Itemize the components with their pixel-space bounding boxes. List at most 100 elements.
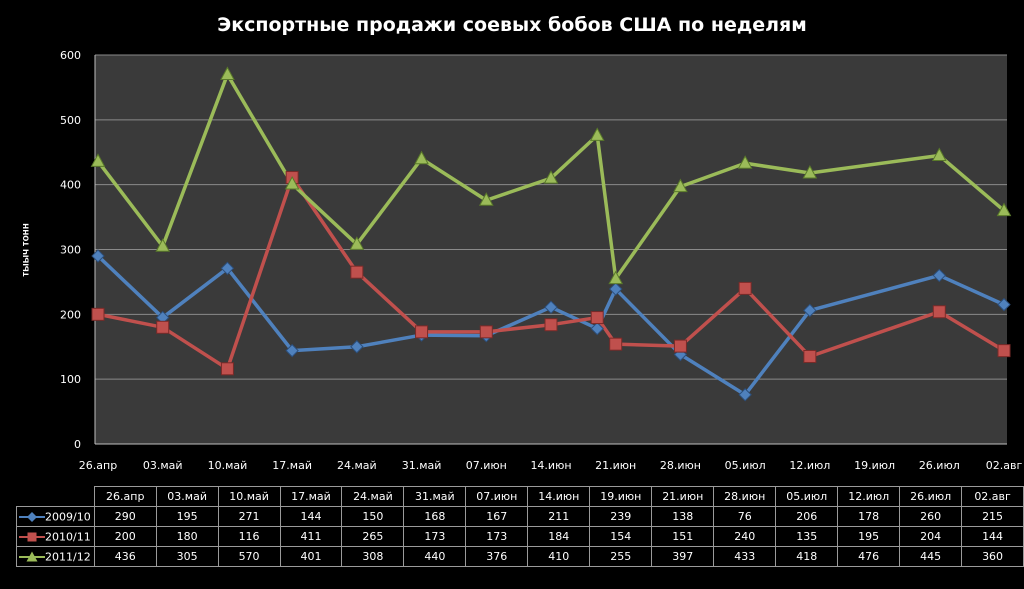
table-value-cell: 255 [589, 546, 653, 567]
table-value-cell: 195 [837, 526, 901, 547]
data-point [590, 321, 604, 336]
data-point [91, 307, 105, 321]
table-value-cell: 144 [279, 506, 343, 527]
data-point [738, 281, 752, 295]
table-value-cell: 138 [651, 506, 715, 527]
table-header-row: 26.апр 03.май 10.май 17.май 24.май 31.май 07.и… [16, 486, 1024, 507]
table-value-cell: 308 [341, 546, 405, 567]
legend-marker [26, 551, 38, 561]
data-point [590, 311, 604, 325]
table-value-cell: 135 [775, 526, 839, 547]
x-tick-label: 02.авг [986, 459, 1023, 472]
table-value-cell: 445 [899, 546, 963, 567]
x-tick-label: 21.июн [595, 459, 636, 472]
legend-key-square-icon [19, 532, 45, 541]
data-point [285, 343, 299, 358]
series-name: 2010/11 [45, 530, 91, 543]
x-tick-label: 17.май [272, 459, 312, 472]
table-row: 2011/12 436 305 570 401 308 440 376 410 255 397 433… [16, 546, 1024, 567]
x-tick-label: 10.май [208, 459, 248, 472]
x-tick-label: 14.июн [530, 459, 571, 472]
table-value-cell: 376 [465, 546, 529, 567]
data-point [415, 325, 429, 339]
table-value-cell: 570 [217, 546, 281, 567]
table-header-cell: 26.июл [899, 486, 963, 507]
data-point [609, 282, 623, 296]
table-header-cell: 26.апр [93, 486, 157, 507]
table-row: 2010/11 200 180 116 411 265 173 173 184 154 151 240… [16, 526, 1024, 547]
data-point [932, 305, 946, 319]
table-value-cell: 184 [527, 526, 591, 547]
data-point [156, 320, 170, 334]
table-header-cell: 28.июн [713, 486, 777, 507]
x-tick-label: 26.июл [919, 459, 960, 472]
table-value-cell: 436 [93, 546, 157, 567]
data-point [350, 265, 364, 279]
y-tick-label: 500 [60, 114, 81, 127]
x-tick-label: 28.июн [660, 459, 701, 472]
table-value-cell: 180 [155, 526, 219, 547]
data-point [738, 388, 752, 402]
table-value-cell: 240 [713, 526, 777, 547]
data-point [608, 270, 624, 285]
data-point [609, 337, 623, 351]
table-header-cell: 17.май [279, 486, 343, 507]
table-value-cell: 410 [527, 546, 591, 567]
x-tick-label: 03.май [143, 459, 183, 472]
data-point [544, 300, 558, 314]
x-tick-label: 05.июл [725, 459, 766, 472]
table-header-cell: 05.июл [775, 486, 839, 507]
data-point [91, 249, 105, 263]
y-tick-label: 600 [60, 49, 81, 62]
x-tick-label: 07.июн [466, 459, 507, 472]
table-header-cell: 14.июн [527, 486, 591, 507]
x-tick-label: 19.июл [854, 459, 895, 472]
table-header-cell: 24.май [341, 486, 405, 507]
data-point [544, 318, 558, 332]
x-tick-labels: 26.апр 03.май 10.май 17.май 24.май 31.май 07.и… [79, 459, 1023, 472]
table-value-cell: 305 [155, 546, 219, 567]
table-value-cell: 215 [961, 506, 1024, 527]
table-value-cell: 476 [837, 546, 901, 567]
table-header-cell: 10.май [217, 486, 281, 507]
table-value-cell: 154 [589, 526, 653, 547]
y-tick-label: 0 [74, 438, 81, 451]
table-series-cell: 2010/11 [16, 526, 95, 547]
x-tick-label: 26.апр [79, 459, 117, 472]
legend-key-diamond-icon [19, 511, 45, 522]
data-point [90, 153, 106, 167]
data-point [803, 303, 817, 318]
x-tick-label: 31.май [402, 459, 442, 472]
table-value-cell: 418 [775, 546, 839, 567]
table-header-cell: 07.июн [465, 486, 529, 507]
chart-title: Экспортные продажи соевых бобов США по н… [217, 14, 807, 36]
y-tick-label: 400 [60, 179, 81, 192]
data-table: 26.апр 03.май 10.май 17.май 24.май 31.май 07.и… [16, 486, 1024, 567]
table-header-cell: 19.июн [589, 486, 653, 507]
legend-key-triangle-icon [19, 551, 45, 561]
table-value-cell: 239 [589, 506, 653, 527]
table-value-cell: 151 [651, 526, 715, 547]
table-value-cell: 167 [465, 506, 529, 527]
table-row: 2009/10 290 195 271 144 150 168 167 211 239 138 76 2… [16, 506, 1024, 527]
data-point [349, 236, 365, 250]
legend-marker [27, 532, 37, 541]
data-point [673, 339, 687, 353]
data-point [220, 362, 234, 376]
x-tick-label: 12.июл [789, 459, 830, 472]
y-tick-label: 100 [60, 373, 81, 386]
data-point [996, 202, 1012, 217]
data-point [997, 344, 1011, 358]
data-point [932, 268, 946, 283]
table-header-cell: 31.май [403, 486, 467, 507]
table-value-cell: 433 [713, 546, 777, 567]
data-point [802, 164, 818, 179]
y-tick-label: 200 [60, 308, 81, 321]
table-series-cell: 2009/10 [16, 506, 95, 527]
grid-lines [94, 54, 1007, 445]
data-point [350, 340, 364, 354]
data-point [543, 170, 559, 184]
table-value-cell: 144 [961, 526, 1024, 547]
table-value-cell: 260 [899, 506, 963, 527]
x-tick-label: 24.май [337, 459, 377, 472]
